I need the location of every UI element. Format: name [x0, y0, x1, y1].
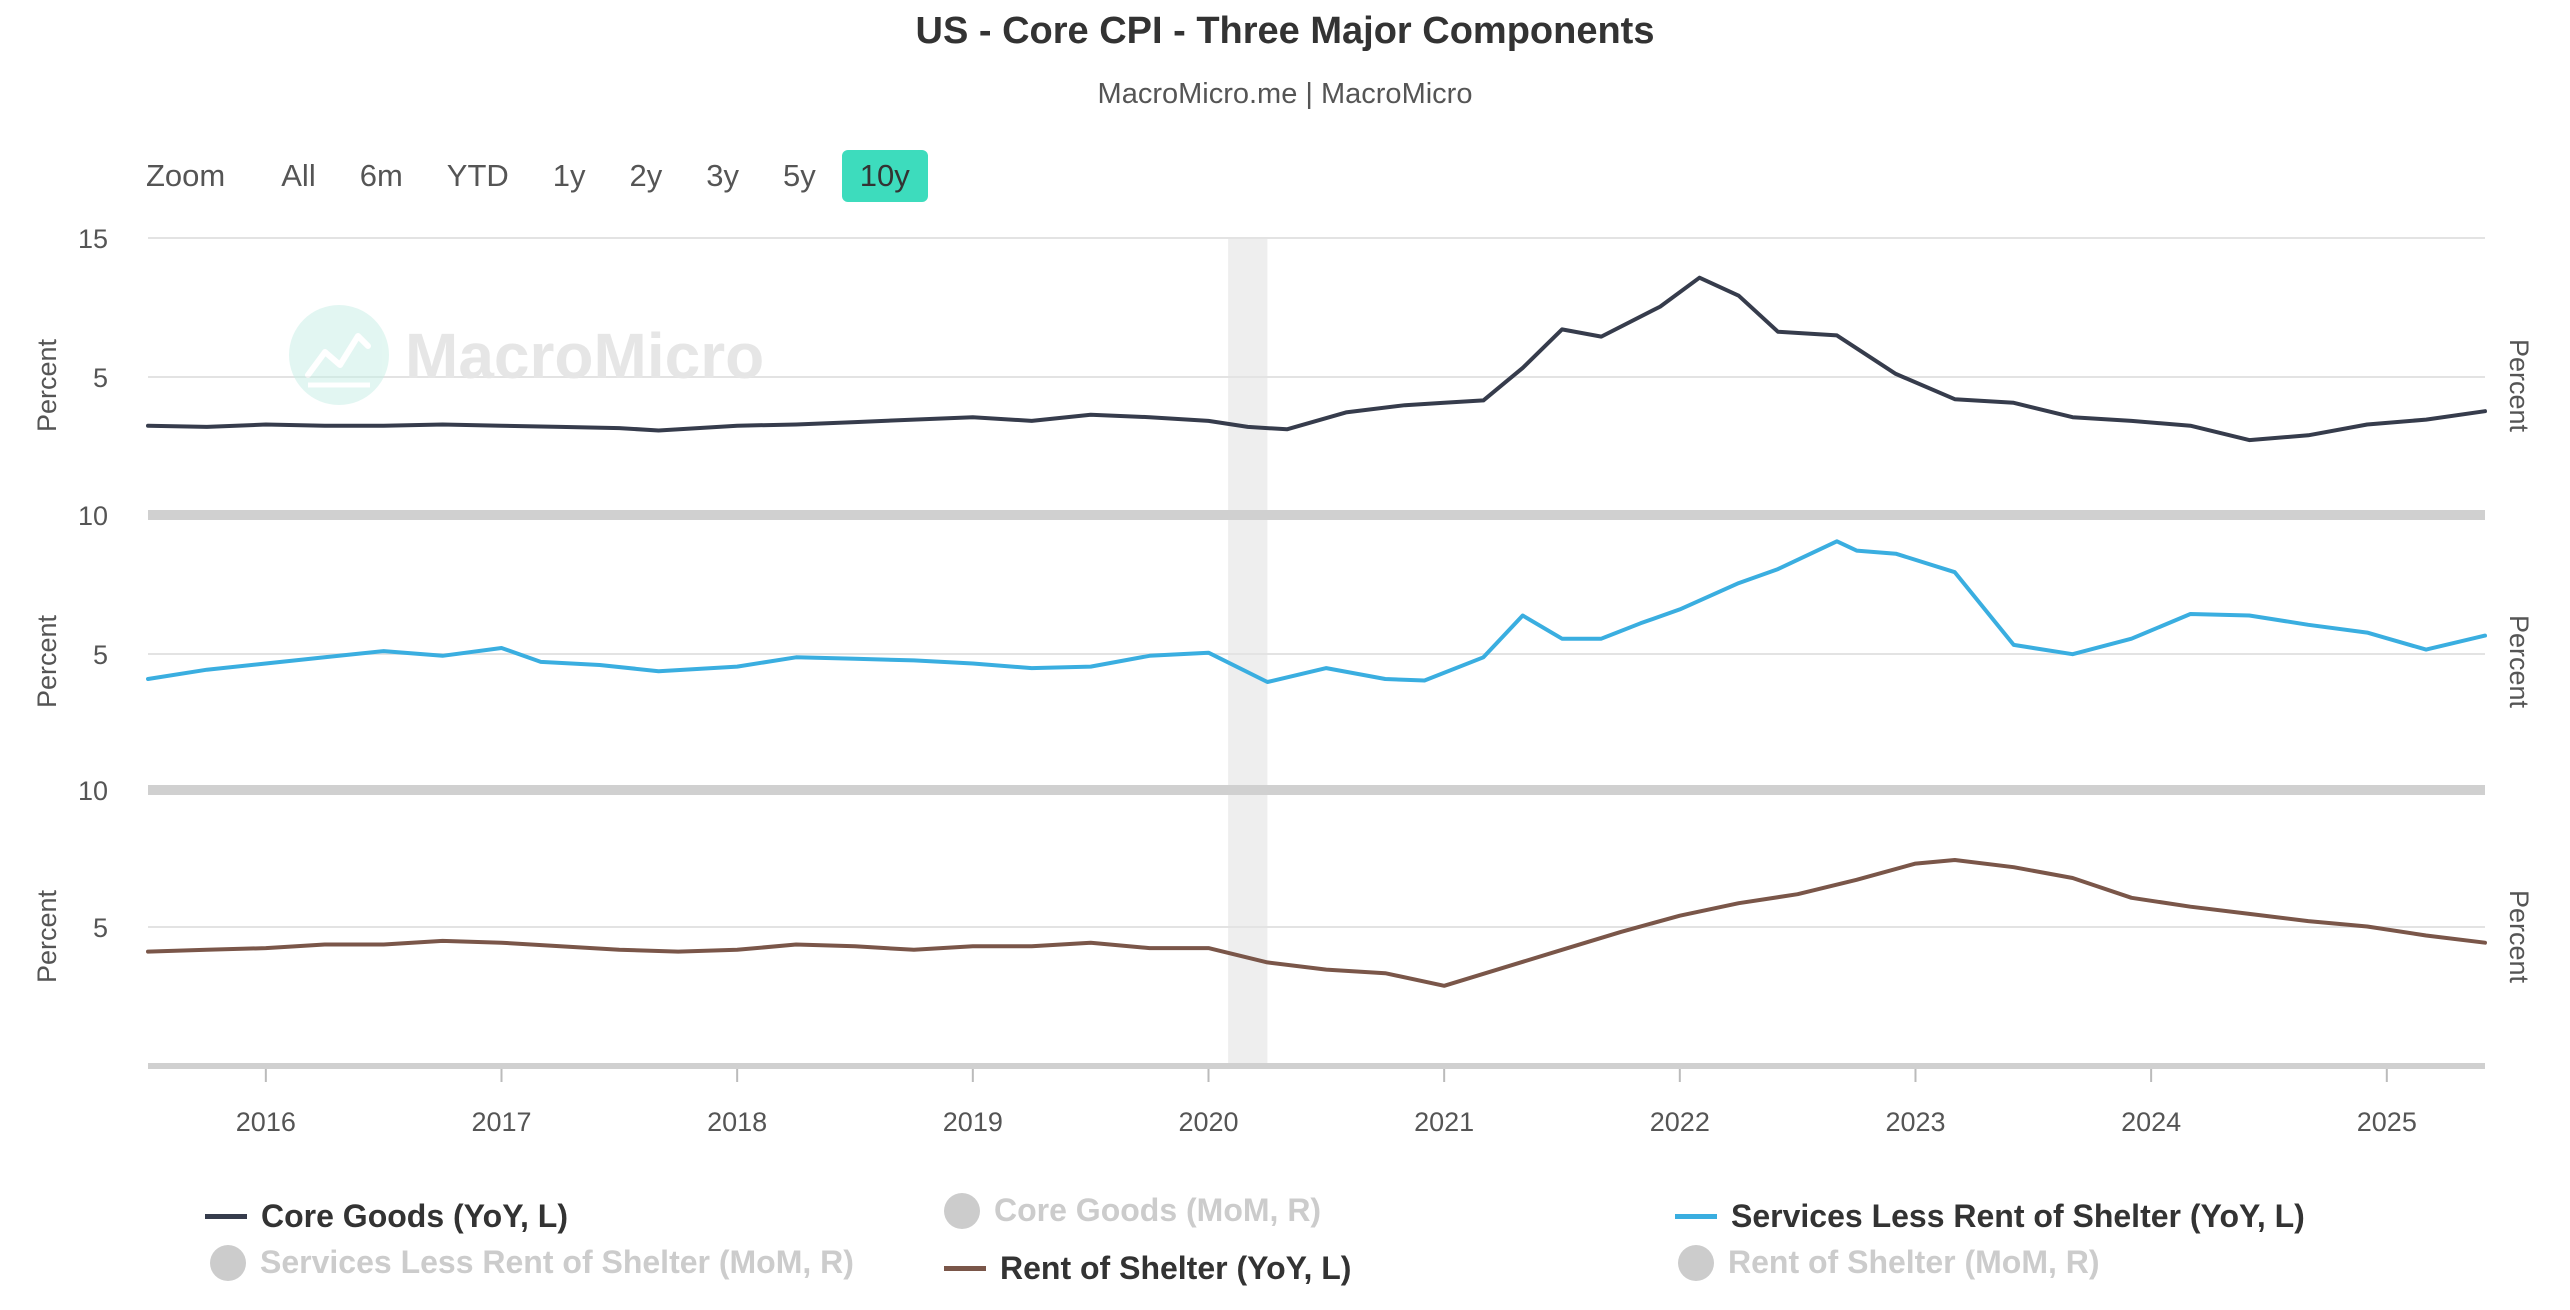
legend-label: Core Goods (YoY, L) — [261, 1198, 568, 1234]
x-tick-label: 2018 — [707, 1107, 767, 1137]
x-tick-label: 2025 — [2357, 1107, 2417, 1137]
x-tick-label: 2024 — [2121, 1107, 2181, 1137]
x-tick-label: 2021 — [1414, 1107, 1474, 1137]
x-tick-label: 2023 — [1885, 1107, 1945, 1137]
legend-item-services-yoy[interactable]: Services Less Rent of Shelter (YoY, L) — [1675, 1198, 2305, 1235]
legend-item-core-goods-mom[interactable]: Core Goods (MoM, R) — [944, 1192, 1321, 1229]
shaded-period-band — [1228, 238, 1268, 1063]
x-tick-label: 2019 — [943, 1107, 1003, 1137]
legend-label: Core Goods (MoM, R) — [994, 1192, 1322, 1228]
legend-label: Services Less Rent of Shelter (YoY, L) — [1731, 1198, 2305, 1234]
y-axis-title-right: Percent — [2504, 615, 2534, 709]
y-tick-label: 10 — [78, 501, 108, 531]
y-tick-label: 5 — [93, 363, 108, 393]
legend-dot-icon — [1678, 1244, 1714, 1281]
y-axis-title-right: Percent — [2504, 890, 2534, 984]
watermark-text: MacroMicro — [405, 320, 764, 392]
series-line — [146, 539, 2487, 684]
legend-line-icon — [1675, 1214, 1717, 1219]
zoom-button-5y[interactable]: 5y — [783, 158, 816, 193]
legend-line-icon — [205, 1214, 247, 1219]
legend-item-core-goods-yoy[interactable]: Core Goods (YoY, L) — [205, 1198, 568, 1235]
legend-item-rent-mom[interactable]: Rent of Shelter (MoM, R) — [1678, 1244, 2100, 1281]
x-tick-label: 2017 — [471, 1107, 531, 1137]
legend-item-services-mom[interactable]: Services Less Rent of Shelter (MoM, R) — [210, 1244, 854, 1281]
legend-dot-icon — [944, 1192, 980, 1229]
y-tick-label: 5 — [93, 913, 108, 943]
zoom-button-2y[interactable]: 2y — [629, 158, 663, 193]
x-tick-label: 2016 — [236, 1107, 296, 1137]
x-tick-label: 2020 — [1178, 1107, 1238, 1137]
chart-subtitle: MacroMicro.me | MacroMicro — [1097, 78, 1473, 110]
zoom-button-3y[interactable]: 3y — [706, 158, 740, 193]
series-line — [146, 275, 2487, 443]
legend-dot-icon — [210, 1244, 246, 1281]
x-tick-label: 2022 — [1650, 1107, 1710, 1137]
y-axis-title-right: Percent — [2504, 339, 2534, 433]
legend-line-icon — [944, 1266, 986, 1271]
y-tick-label: 5 — [93, 640, 108, 670]
zoom-button-6m[interactable]: 6m — [359, 158, 403, 193]
zoom-button-10y[interactable]: 10y — [841, 150, 928, 202]
legend-label: Rent of Shelter (MoM, R) — [1728, 1244, 2100, 1280]
y-tick-label: 10 — [78, 776, 108, 806]
y-axis-title-left: Percent — [32, 889, 62, 983]
zoom-label: Zoom — [146, 158, 226, 193]
legend-label: Services Less Rent of Shelter (MoM, R) — [260, 1244, 854, 1280]
zoom-button-ytd[interactable]: YTD — [446, 158, 509, 193]
y-axis-title-left: Percent — [32, 338, 62, 432]
zoom-bar: Zoom All 6m YTD 1y 2y 3y 5y 10y — [138, 148, 936, 204]
zoom-button-1y[interactable]: 1y — [552, 158, 586, 193]
watermark-logo-icon — [289, 305, 389, 405]
chart-title: US - Core CPI - Three Major Components — [915, 10, 1655, 52]
y-axis-title-left: Percent — [32, 614, 62, 708]
y-tick-label: 15 — [78, 224, 108, 254]
legend-label: Rent of Shelter (YoY, L) — [1000, 1250, 1352, 1286]
panel-divider — [148, 785, 2485, 795]
legend: Core Goods (YoY, L) Core Goods (MoM, R) … — [0, 1180, 2570, 1310]
legend-item-rent-yoy[interactable]: Rent of Shelter (YoY, L) — [944, 1250, 1351, 1287]
series-line — [146, 858, 2487, 988]
panel-divider — [148, 510, 2485, 520]
zoom-button-all[interactable]: All — [281, 158, 316, 193]
chart-plot-area: MacroMicro 15 5 Percent Percent 10 5 Percent Pe… — [32, 224, 2534, 1137]
x-axis-line — [148, 1063, 2485, 1069]
